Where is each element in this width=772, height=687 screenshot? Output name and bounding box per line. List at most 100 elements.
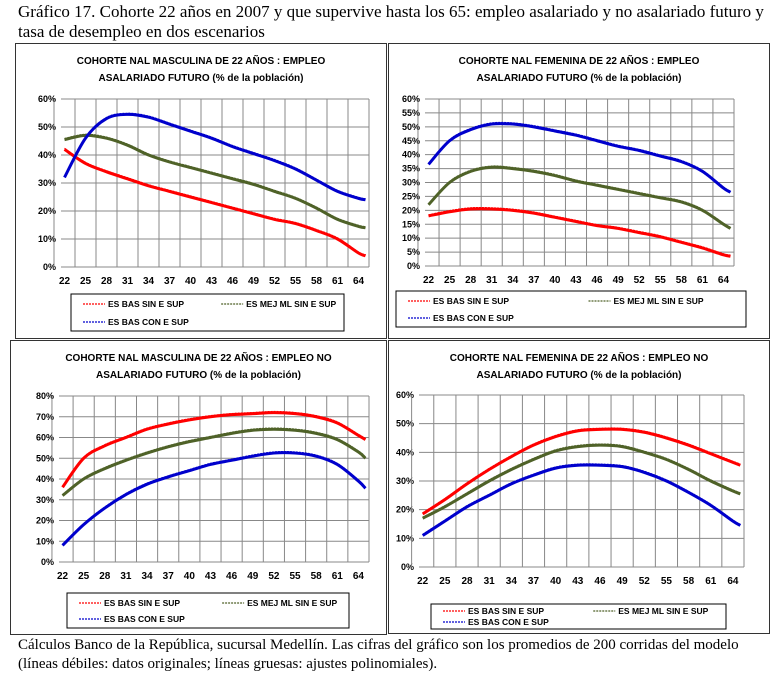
x-tick-label: 52 <box>268 571 280 582</box>
series-fitted-line <box>61 411 367 489</box>
x-tick-label: 49 <box>248 276 260 287</box>
x-tick-label: 40 <box>550 576 562 587</box>
y-tick-label: 10% <box>38 234 56 244</box>
y-tick-label: 30% <box>38 178 56 188</box>
series-fitted-line <box>61 427 367 497</box>
y-tick-label: 60% <box>402 94 420 104</box>
chart-title: ASALARIADO FUTURO (% de la población) <box>96 370 301 381</box>
x-tick-label: 25 <box>80 276 92 287</box>
y-tick-label: 50% <box>36 453 54 463</box>
x-tick-label: 46 <box>591 275 603 286</box>
x-tick-label: 31 <box>120 571 132 582</box>
x-tick-label: 37 <box>164 276 176 287</box>
legend-label: ES BAS SIN E SUP <box>433 296 509 306</box>
x-tick-label: 61 <box>697 275 709 286</box>
x-tick-label: 28 <box>461 576 473 587</box>
series-fitted-line <box>422 443 741 520</box>
x-tick-label: 46 <box>227 276 239 287</box>
x-tick-label: 37 <box>528 275 540 286</box>
y-tick-label: 40% <box>36 474 54 484</box>
y-tick-label: 20% <box>36 516 54 526</box>
x-tick-label: 37 <box>528 576 540 587</box>
x-tick-label: 28 <box>99 571 111 582</box>
x-tick-label: 22 <box>417 576 429 587</box>
chart-panel: COHORTE NAL MASCULINA DE 22 AÑOS : EMPLE… <box>10 340 387 635</box>
y-tick-label: 20% <box>38 206 56 216</box>
x-tick-label: 34 <box>142 571 154 582</box>
y-tick-label: 30% <box>36 495 54 505</box>
y-tick-label: 0% <box>41 557 54 567</box>
x-tick-label: 22 <box>423 275 435 286</box>
x-tick-label: 31 <box>486 275 498 286</box>
chart-title: ASALARIADO FUTURO (% de la población) <box>99 73 304 84</box>
y-tick-label: 40% <box>38 150 56 160</box>
x-tick-label: 55 <box>289 571 301 582</box>
x-tick-label: 55 <box>655 275 667 286</box>
y-tick-label: 0% <box>401 562 414 572</box>
x-tick-label: 40 <box>185 276 197 287</box>
x-tick-label: 28 <box>101 276 113 287</box>
legend-box <box>66 592 350 629</box>
x-tick-label: 40 <box>549 275 561 286</box>
legend-label: ES BAS SIN E SUP <box>108 299 184 309</box>
x-tick-label: 37 <box>163 571 175 582</box>
x-tick-label: 61 <box>332 276 344 287</box>
x-tick-label: 22 <box>59 276 71 287</box>
x-tick-label: 49 <box>617 576 629 587</box>
x-tick-label: 52 <box>639 576 651 587</box>
x-tick-label: 25 <box>78 571 90 582</box>
series-fitted-line <box>61 451 367 547</box>
series-fitted-line <box>63 112 366 202</box>
y-tick-label: 15% <box>402 219 420 229</box>
x-tick-label: 34 <box>506 576 518 587</box>
x-tick-label: 22 <box>57 571 69 582</box>
legend-label: ES BAS SIN E SUP <box>468 606 544 616</box>
x-tick-label: 43 <box>572 576 584 587</box>
y-tick-label: 60% <box>38 94 56 104</box>
x-tick-label: 25 <box>444 275 456 286</box>
legend-label: ES BAS CON E SUP <box>433 313 514 323</box>
chart-svg: COHORTE NAL MASCULINA DE 22 AÑOS : EMPLE… <box>38 54 370 332</box>
x-tick-label: 43 <box>205 571 217 582</box>
legend-label: ES BAS CON E SUP <box>104 614 185 624</box>
x-tick-label: 55 <box>290 276 302 287</box>
x-tick-label: 58 <box>311 571 323 582</box>
legend-label: ES MEJ ML SIN E SUP <box>247 598 337 608</box>
y-tick-label: 60% <box>36 433 54 443</box>
series-original-line <box>62 410 366 487</box>
x-tick-label: 64 <box>353 571 365 582</box>
chart-title: COHORTE NAL FEMENINA DE 22 AÑOS : EMPLEO <box>459 54 700 67</box>
x-tick-label: 25 <box>439 576 451 587</box>
y-tick-label: 10% <box>402 233 420 243</box>
legend-label: ES BAS CON E SUP <box>108 317 189 327</box>
legend-label: ES BAS SIN E SUP <box>104 598 180 608</box>
series-original-line <box>428 206 731 256</box>
x-tick-label: 31 <box>122 276 134 287</box>
x-tick-label: 61 <box>705 576 717 587</box>
series-original-line <box>422 463 741 535</box>
x-tick-label: 31 <box>484 576 496 587</box>
y-tick-label: 50% <box>402 122 420 132</box>
x-tick-label: 52 <box>269 276 281 287</box>
x-tick-label: 34 <box>143 276 155 287</box>
y-tick-label: 40% <box>402 150 420 160</box>
x-tick-label: 55 <box>661 576 673 587</box>
series-fitted-line <box>64 133 366 230</box>
x-tick-label: 58 <box>683 576 695 587</box>
legend-label: ES MEJ ML SIN E SUP <box>618 606 708 616</box>
x-tick-label: 52 <box>634 275 646 286</box>
y-tick-label: 40% <box>396 447 414 457</box>
y-tick-label: 30% <box>402 178 420 188</box>
y-tick-label: 60% <box>396 390 414 400</box>
chart-title: ASALARIADO FUTURO (% de la población) <box>477 370 682 381</box>
y-tick-label: 45% <box>402 136 420 146</box>
x-tick-label: 64 <box>353 276 365 287</box>
series-original-line <box>64 112 366 200</box>
series-fitted-line <box>421 463 742 537</box>
x-tick-label: 49 <box>613 275 625 286</box>
series-fitted-line <box>427 165 732 230</box>
y-tick-label: 80% <box>36 391 54 401</box>
y-tick-label: 25% <box>402 191 420 201</box>
chart-svg: COHORTE NAL FEMENINA DE 22 AÑOS : EMPLEO… <box>396 351 745 630</box>
x-tick-label: 61 <box>332 571 344 582</box>
